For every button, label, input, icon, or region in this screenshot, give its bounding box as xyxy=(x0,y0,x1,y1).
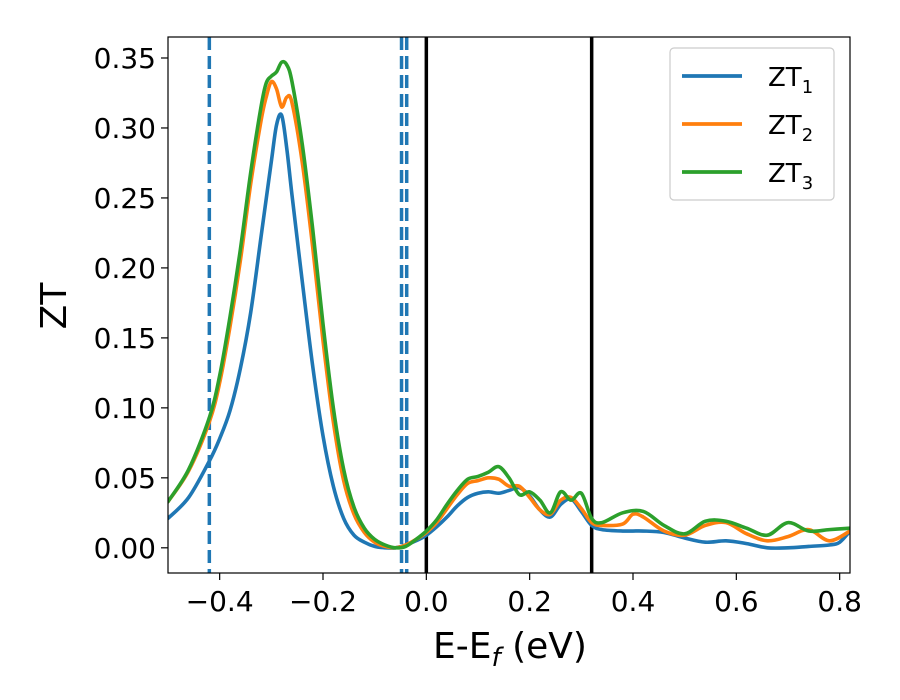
y-tick-label: 0.20 xyxy=(94,252,156,285)
x-tick-label: −0.4 xyxy=(186,585,254,618)
legend-box xyxy=(669,47,835,201)
x-tick-label: 0.6 xyxy=(714,585,759,618)
series-line-zt3 xyxy=(168,59,850,550)
x-axis-title: E-Ef (eV) xyxy=(433,626,587,673)
x-tick-label: 0.0 xyxy=(404,585,449,618)
x-tick-label: 0.4 xyxy=(611,585,656,618)
y-tick-label: 0.00 xyxy=(94,532,156,565)
y-tick-label: 0.10 xyxy=(94,392,156,425)
legend-label-zt1: ZT1 xyxy=(768,63,813,98)
legend: ZT1 ZT2 ZT3 xyxy=(669,47,835,201)
y-tick-label: 0.15 xyxy=(94,322,156,355)
series-line-zt2 xyxy=(168,79,850,550)
x-tick-label: 0.2 xyxy=(507,585,552,618)
legend-label-zt2: ZT2 xyxy=(768,111,813,146)
legend-label-zt3: ZT3 xyxy=(768,159,813,194)
x-tick-label: −0.2 xyxy=(289,585,357,618)
y-tick-label: 0.30 xyxy=(94,112,156,145)
plot-area xyxy=(168,37,850,573)
y-axis-title: ZT xyxy=(34,282,75,330)
x-tick-label: 0.8 xyxy=(817,585,862,618)
y-tick-label: 0.35 xyxy=(94,42,156,75)
y-tick-label: 0.25 xyxy=(94,182,156,215)
axis-ticks: −0.4 −0.2 0.0 0.2 0.4 0.6 0.8 0.00 0.05 0.10 0.15 0… xyxy=(94,42,862,618)
plot-frame xyxy=(167,36,851,574)
y-tick-label: 0.05 xyxy=(94,462,156,495)
